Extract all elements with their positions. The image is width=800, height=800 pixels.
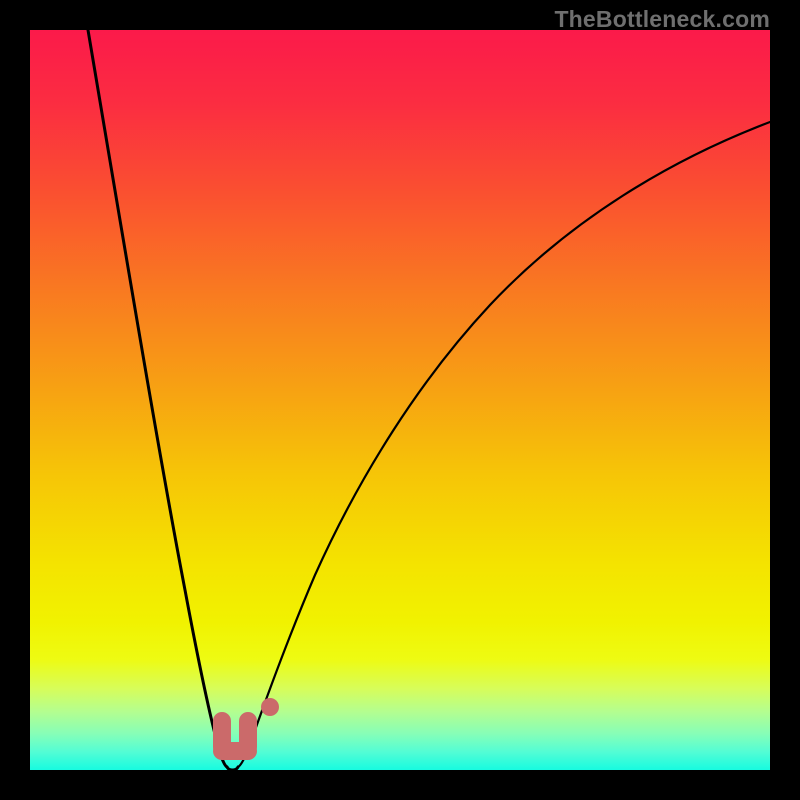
- plot-area: [30, 30, 770, 770]
- chart-frame: TheBottleneck.com: [0, 0, 800, 800]
- curve-right: [238, 122, 770, 767]
- curve-bottom: [227, 767, 238, 770]
- marker-segment: [213, 742, 257, 760]
- bottleneck-curves: [30, 30, 770, 770]
- marker-segment: [261, 698, 279, 716]
- watermark-text: TheBottleneck.com: [554, 6, 770, 33]
- curve-left: [88, 30, 227, 767]
